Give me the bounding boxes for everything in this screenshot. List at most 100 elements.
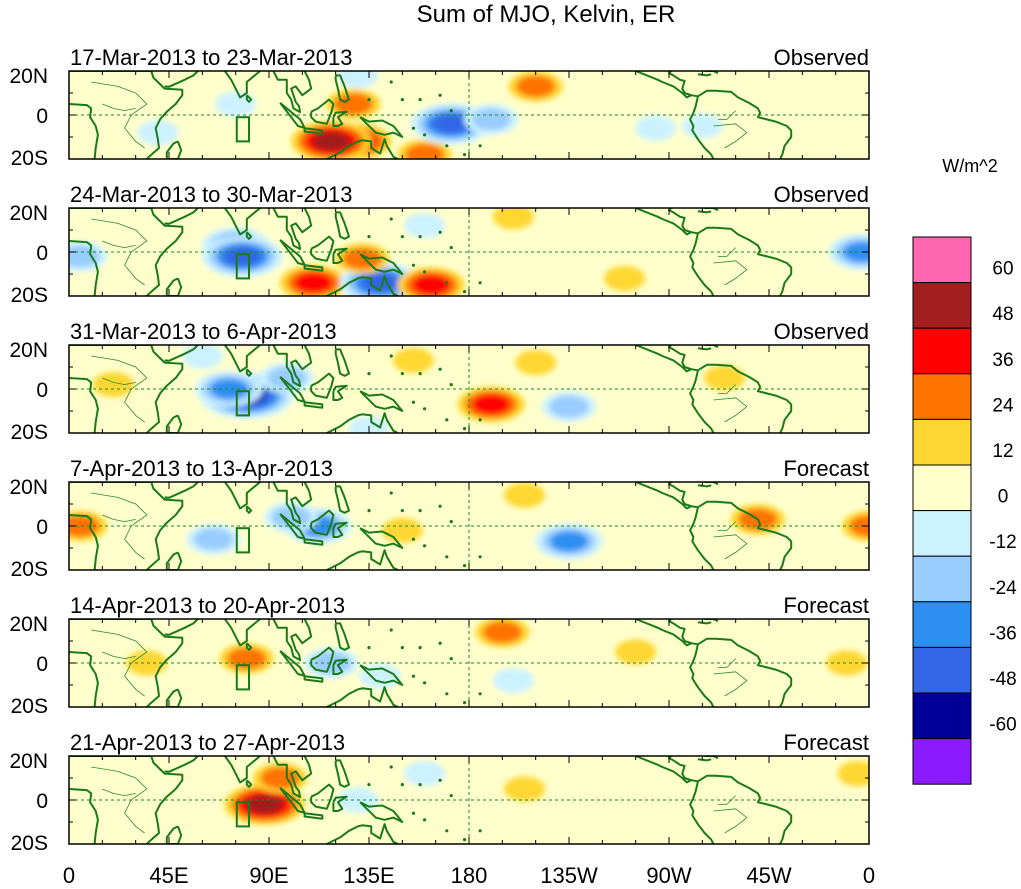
anomaly-contour [711,370,738,386]
coastline [303,812,324,820]
panel-date-range: 17-Mar-2013 to 23-Mar-2013 [70,45,352,70]
anomaly-contour [511,781,538,797]
border-line [713,123,748,149]
anomaly-contour [234,651,259,666]
island-marker [422,681,427,685]
anomaly-contour [689,118,716,134]
panel-date-range: 31-Mar-2013 to 6-Apr-2013 [70,319,337,344]
border-line [713,534,748,560]
island-marker [400,783,404,787]
anomaly-contour [834,655,860,671]
island-marker [438,93,442,97]
coastline [689,96,715,159]
lon-tick-label: 90E [249,863,288,888]
coastline [69,482,184,570]
coastline [245,505,253,514]
figure-title: Sum of MJO, Kelvin, ER [417,1,676,28]
anomaly-contour [479,398,503,411]
island-marker [400,372,404,376]
colorbar-swatch [912,646,972,694]
lon-tick-label: 0 [863,863,875,888]
anomaly-contour [345,71,371,84]
coastline [704,345,719,349]
coastline [689,781,715,844]
coastlines [69,345,793,433]
coastline [69,71,184,159]
border-line [102,514,136,523]
coastline [704,482,719,486]
coastline [164,756,199,773]
coastline [704,71,719,75]
island-marker [389,354,393,358]
coastline [165,277,183,296]
coastline [334,485,350,514]
coastline [668,619,692,645]
panel-date-range: 14-Apr-2013 to 20-Apr-2013 [70,593,345,618]
lat-tick-label: 20S [11,695,48,718]
lat-tick-label: 0 [36,105,48,128]
island-marker [411,537,416,541]
coastline [310,646,335,673]
border-line [102,240,136,249]
anomaly-contour [134,655,160,671]
anomaly-contour [850,245,869,259]
anomaly-contour [419,278,443,292]
coastline [704,619,719,623]
coastline [668,345,692,371]
border-line [102,377,136,386]
island-marker [449,657,453,661]
island-marker [400,509,404,513]
coastline [334,759,350,788]
coastline [668,71,692,97]
island-marker [462,564,467,568]
colorbar-label: -48 [989,669,1016,690]
anomaly-contour [100,376,127,393]
coastline [324,686,399,707]
coastline [359,253,404,275]
lon-tick-label: 135W [540,863,598,888]
island-marker [478,418,482,422]
coastline [697,226,793,296]
colorbar-swatch [912,555,972,603]
x-axis: 0 45E 90E 135E 180 135W 90W 45W 0 [63,863,875,888]
coastlines [69,756,793,844]
border-line [713,808,748,834]
anomaly-contour [389,522,416,539]
coastline [245,94,253,103]
island-marker [449,109,453,113]
island-marker [411,811,416,815]
colorbar-label: 12 [992,441,1013,462]
island-marker [418,372,422,376]
island-marker [445,692,449,696]
anomaly-contour [557,535,581,548]
island-marker [478,144,482,148]
colorbar-swatch [912,236,972,284]
coastline [245,642,253,651]
island-marker [367,372,371,376]
colorbar-label: 0 [998,487,1009,508]
reference-box [235,253,250,280]
coastline [165,551,183,570]
island-marker [411,400,416,404]
panel-date-range: 7-Apr-2013 to 13-Apr-2013 [70,456,333,481]
coastline [334,622,350,651]
reference-box [235,527,250,554]
coastline [689,233,715,296]
lat-tick-label: 20S [11,284,48,307]
coastline [223,482,262,510]
coastline [310,509,335,536]
coastline [279,650,306,677]
coastline [668,756,692,782]
island-marker [449,520,453,524]
coastline [164,619,199,636]
border-line [717,521,736,531]
coastline [69,788,99,844]
coastline [303,675,324,683]
panel-status: Forecast [783,593,869,618]
map-panels: 20N 0 20S 17-Mar-2013 to 23-Mar-2013 Observe… [9,45,870,855]
island-marker [400,646,404,650]
coastline [310,372,335,399]
map-panel-3: 20N 0 20S 31-Mar-2013 to 6-Apr-2013 Observed [9,319,870,444]
coastline [704,208,719,212]
